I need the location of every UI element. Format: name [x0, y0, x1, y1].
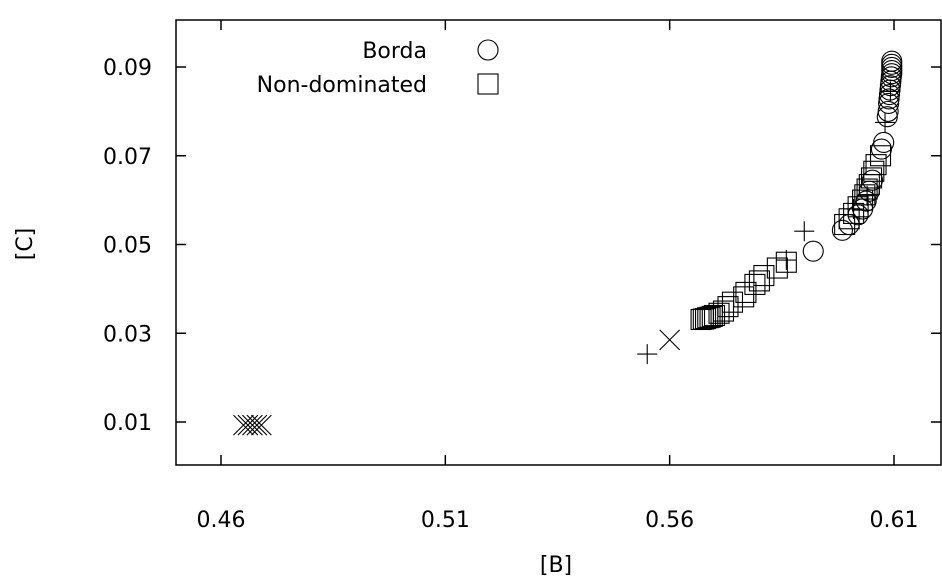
series-circle	[802, 50, 903, 262]
circle-point	[802, 240, 824, 262]
square-point	[863, 160, 885, 182]
plus-point	[776, 250, 797, 271]
y-tick-label: 0.09	[103, 56, 152, 81]
square-point	[703, 304, 726, 327]
y-tick-label: 0.03	[103, 322, 152, 347]
square-point	[690, 308, 712, 331]
legend-square-icon	[477, 73, 499, 95]
circle-point	[876, 106, 898, 128]
plot-frame	[175, 19, 942, 466]
square-point	[834, 213, 856, 236]
circle-point	[878, 92, 900, 114]
cross-point	[659, 329, 681, 351]
x-tick-label: 0.61	[870, 508, 919, 533]
plus-point	[843, 199, 864, 219]
plus-point	[875, 112, 896, 133]
square-point	[699, 306, 721, 328]
square-point	[847, 196, 869, 218]
square-point	[753, 265, 775, 287]
axes	[175, 19, 942, 466]
legend-circle-icon	[477, 39, 499, 61]
series-plus	[637, 81, 901, 365]
square-point	[701, 305, 723, 327]
cross-point	[242, 414, 263, 436]
square-point	[854, 184, 876, 206]
cross-point	[246, 414, 268, 436]
x-tick-label: 0.56	[645, 508, 694, 533]
square-point	[861, 167, 883, 189]
square-point	[708, 302, 730, 324]
x-tick-label: 0.51	[421, 508, 470, 533]
circle-point	[870, 138, 892, 160]
y-tick-label: 0.01	[103, 411, 152, 436]
plus-point	[637, 344, 658, 365]
square-point	[697, 307, 719, 329]
circle-point	[831, 219, 853, 241]
square-point	[748, 270, 770, 292]
square-point	[852, 189, 874, 211]
y-tick-label: 0.05	[103, 234, 152, 259]
series-cross	[233, 329, 681, 436]
x-axis-label: [B]	[540, 553, 572, 578]
square-point	[766, 257, 788, 279]
tick-labels: 0.46 0.51 0.56 0.61 0.01 0.03 0.05 0.07 0.09	[103, 56, 918, 533]
legend: Borda Non-dominated	[257, 39, 499, 98]
plus-point	[857, 185, 878, 206]
square-point	[744, 273, 766, 295]
data-marks	[233, 50, 903, 436]
series-square	[690, 145, 892, 331]
plus-point	[794, 221, 815, 242]
x-tick-label: 0.46	[197, 508, 246, 533]
square-point	[869, 145, 892, 167]
square-point	[712, 300, 735, 322]
cross-point	[250, 414, 272, 436]
plus-point	[880, 81, 901, 102]
y-tick-label: 0.07	[103, 145, 152, 170]
legend-label: Non-dominated	[257, 73, 427, 98]
square-point	[721, 291, 744, 313]
legend-label: Borda	[362, 39, 427, 64]
axis-ticks	[176, 20, 941, 465]
y-axis-label: [C]	[13, 228, 38, 261]
